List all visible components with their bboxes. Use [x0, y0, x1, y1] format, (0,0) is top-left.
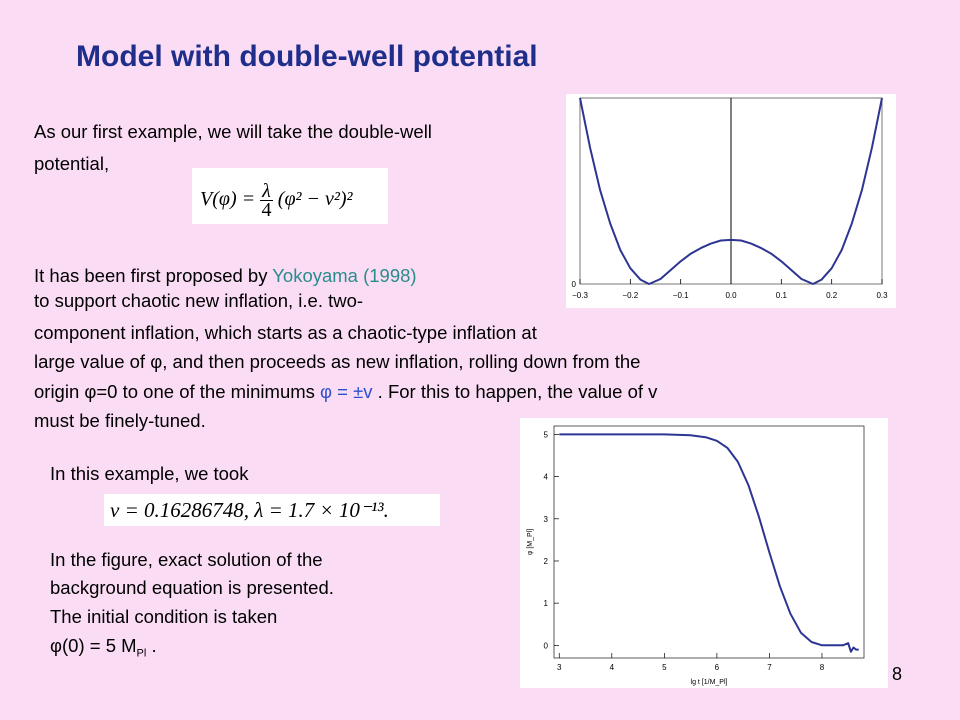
x-tick-label: −0.2	[622, 291, 638, 300]
intro-line-1: As our first example, we will take the d…	[34, 121, 432, 142]
fig-line-4: φ(0) = 5 MPl .	[50, 634, 157, 666]
y-tick-label: 1	[544, 599, 549, 608]
x-tick-label: 0.3	[876, 291, 888, 300]
citation-link[interactable]: Yokoyama (1998)	[272, 265, 417, 286]
formula-fraction: λ 4	[260, 180, 273, 221]
potential-plot-svg: −0.3 −0.2 −0.1 0.0 0.1 0.2 0.3 0	[572, 97, 888, 300]
fig-line-4-tail: .	[146, 635, 157, 656]
solution-plot-svg: 3 4 5 6 7 8 0 1 2 3 4 5 lg t [1/M_Pl] φ [M_Pl]	[527, 425, 865, 686]
x-tick-label: 6	[715, 663, 720, 672]
potential-formula: V(φ) = λ 4 (φ² − v²)²	[192, 168, 388, 224]
fig-line-1: In the figure, exact solution of the	[50, 549, 323, 570]
para2-line-3: component inflation, which starts as a c…	[34, 322, 537, 343]
x-tick-label: 3	[557, 663, 562, 672]
x-tick-label: 8	[820, 663, 825, 672]
x-tick-label: −0.3	[572, 291, 588, 300]
slide-title: Model with double-well potential	[76, 40, 538, 73]
y-tick-label: 2	[544, 557, 549, 566]
para2-line-2: to support chaotic new inflation, i.e. t…	[34, 290, 364, 311]
para2-line-5-text: origin φ=0 to one of the minimums	[34, 381, 321, 402]
x-tick-label: 0.1	[776, 291, 788, 300]
formula-denominator: 4	[261, 199, 272, 221]
para2-line-1-text: It has been first proposed by	[34, 265, 273, 286]
formula-lhs: V(φ) =	[200, 188, 256, 211]
planck-subscript: Pl	[136, 647, 147, 660]
x-tick-label: 5	[662, 663, 667, 672]
solution-plot: 3 4 5 6 7 8 0 1 2 3 4 5 lg t [1/M_Pl] φ [M_Pl]	[520, 418, 888, 688]
x-tick-label: 7	[767, 663, 772, 672]
x-axis-label: lg t [1/M_Pl]	[691, 679, 728, 686]
page-number: 8	[891, 664, 902, 684]
parameters-formula: v = 0.16286748, λ = 1.7 × 10⁻¹³.	[104, 494, 440, 526]
para2-line-4: large value of φ, and then proceeds as n…	[34, 351, 641, 372]
y-tick-label: 5	[544, 430, 549, 439]
y-tick-label: 3	[544, 515, 549, 524]
y-tick-label: 4	[544, 473, 549, 482]
minimums-expression: φ = ±v	[320, 381, 373, 402]
y-axis-label: φ [M_Pl]	[527, 529, 534, 555]
para2-line-5-tail: . For this to happen, the value of v	[372, 381, 658, 402]
parameters-text: v = 0.16286748, λ = 1.7 × 10⁻¹³.	[110, 498, 389, 522]
x-tick-label: 0.0	[725, 291, 737, 300]
formula-rhs: (φ² − v²)²	[277, 188, 353, 211]
plot-frame	[553, 425, 865, 659]
y-tick-label: 0	[572, 280, 577, 289]
para2-line-1: It has been first proposed by Yokoyama (…	[34, 264, 417, 288]
fig-line-4-text: φ(0) = 5 M	[50, 635, 137, 656]
potential-plot: −0.3 −0.2 −0.1 0.0 0.1 0.2 0.3 0	[566, 94, 896, 308]
y-tick-label: 0	[544, 641, 549, 650]
field-solution-curve	[559, 433, 859, 653]
intro-line-2: potential,	[34, 153, 110, 174]
fig-line-2: background equation is presented.	[50, 577, 334, 598]
para2-line-5: origin φ=0 to one of the minimums φ = ±v…	[34, 380, 657, 404]
x-tick-label: 4	[610, 663, 615, 672]
example-line: In this example, we took	[50, 463, 249, 484]
para2-line-6: must be finely-tuned.	[34, 410, 206, 431]
fig-line-3: The initial condition is taken	[50, 606, 278, 627]
x-tick-label: −0.1	[673, 291, 689, 300]
x-tick-label: 0.2	[826, 291, 838, 300]
potential-curve	[579, 97, 883, 285]
formula-numerator: λ	[260, 180, 273, 202]
